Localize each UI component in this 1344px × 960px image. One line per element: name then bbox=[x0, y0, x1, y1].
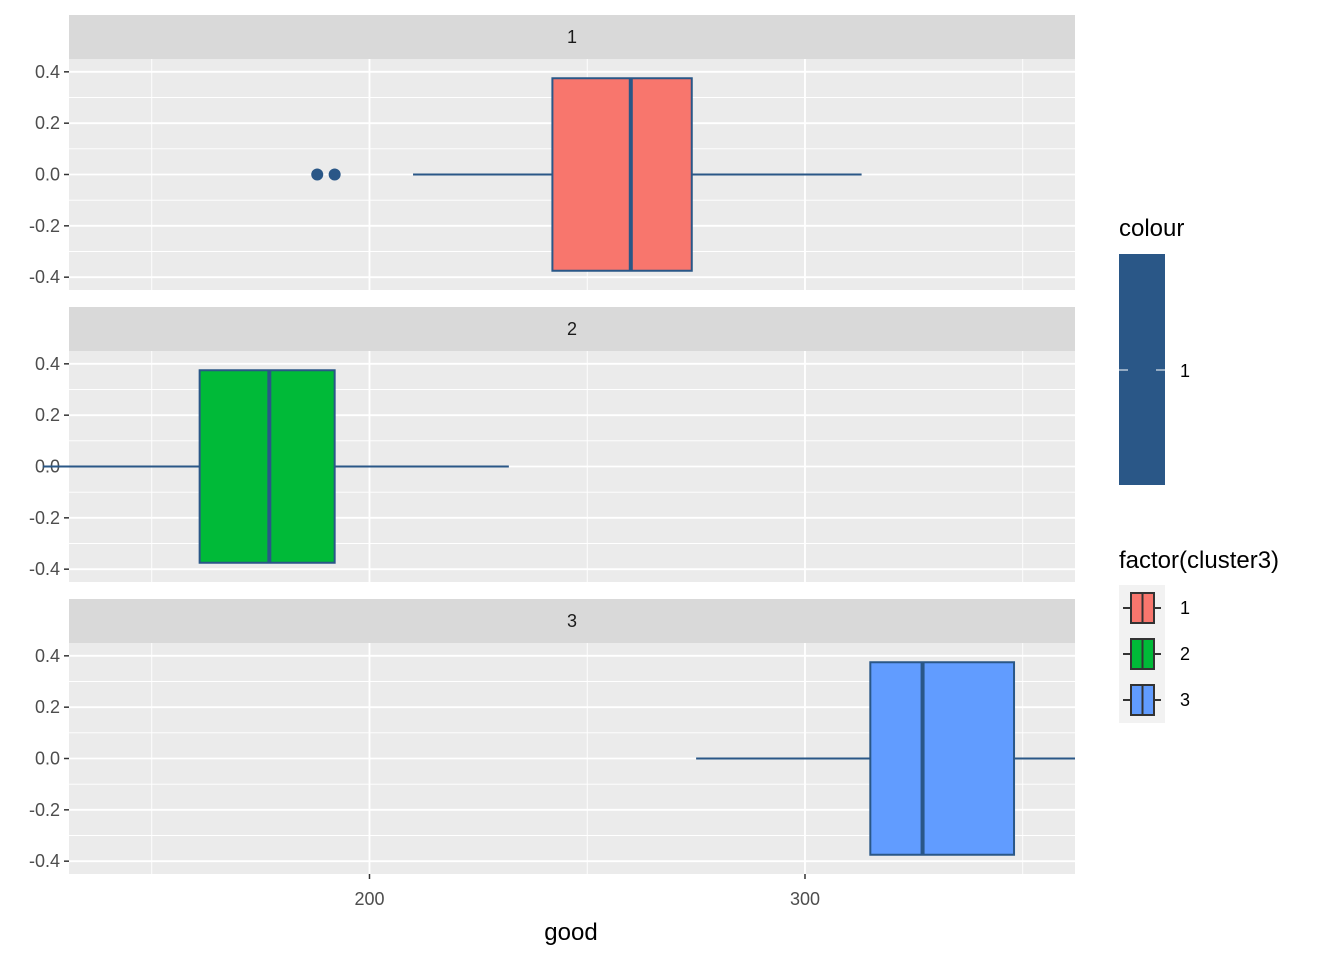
facet-strip bbox=[69, 599, 1075, 643]
box-iqr bbox=[198, 369, 336, 564]
y-tick-label: -0.2 bbox=[29, 508, 60, 528]
facet-strip-label: 1 bbox=[567, 27, 577, 47]
facet-strip-label: 3 bbox=[567, 611, 577, 631]
outlier-point bbox=[328, 168, 341, 181]
y-tick-label: -0.4 bbox=[29, 267, 60, 287]
y-tick-label: 0.0 bbox=[35, 749, 60, 769]
y-tick-label: 0.2 bbox=[35, 697, 60, 717]
y-tick-label: 0.4 bbox=[35, 354, 60, 374]
facet-strip bbox=[69, 307, 1075, 351]
x-axis-title: good bbox=[544, 919, 597, 946]
y-tick-label: 0.4 bbox=[35, 62, 60, 82]
x-axis: 200 300 bbox=[354, 874, 820, 909]
outlier-point bbox=[311, 168, 324, 181]
legend-label: 1 bbox=[1180, 598, 1190, 618]
colourbar-label: 1 bbox=[1180, 361, 1190, 381]
box-iqr bbox=[551, 77, 693, 272]
box-iqr bbox=[869, 661, 1016, 856]
legend-title-factor: factor(cluster3) bbox=[1119, 547, 1279, 574]
y-tick-label: 0.2 bbox=[35, 113, 60, 133]
facet-panels: 1 -0.4 -0.2 0.0 0.2 0.4 2 -0.4 -0.2 0.0 0.2 0.4 3 -0.… bbox=[29, 15, 1075, 874]
legend-label: 2 bbox=[1180, 644, 1190, 664]
y-tick-label: -0.4 bbox=[29, 851, 60, 871]
y-tick-label: -0.4 bbox=[29, 559, 60, 579]
x-tick-label: 300 bbox=[790, 889, 820, 909]
y-tick-label: -0.2 bbox=[29, 216, 60, 236]
facet-panel-3: 3 -0.4 -0.2 0.0 0.2 0.4 bbox=[29, 599, 1075, 874]
facet-strip-label: 2 bbox=[567, 319, 577, 339]
facet-panel-1: 1 -0.4 -0.2 0.0 0.2 0.4 bbox=[29, 15, 1075, 290]
facet-panel-2: 2-0.4-0.20.00.20.4 bbox=[29, 307, 1075, 582]
y-tick-label: 0.4 bbox=[35, 646, 60, 666]
legend-key-2: 2 bbox=[1119, 631, 1190, 677]
y-tick-label: 0.0 bbox=[35, 165, 60, 185]
legends: colour 1 factor(cluster3) 1 2 3 bbox=[1119, 215, 1279, 723]
y-tick-label: -0.2 bbox=[29, 800, 60, 820]
legend-key-3: 3 bbox=[1119, 677, 1190, 723]
legend-title-colour: colour bbox=[1119, 215, 1184, 242]
x-tick-label: 200 bbox=[354, 889, 384, 909]
legend-label: 3 bbox=[1180, 690, 1190, 710]
legend-key-1: 1 bbox=[1119, 585, 1190, 631]
facet-strip bbox=[69, 15, 1075, 59]
y-tick-label: 0.2 bbox=[35, 405, 60, 425]
